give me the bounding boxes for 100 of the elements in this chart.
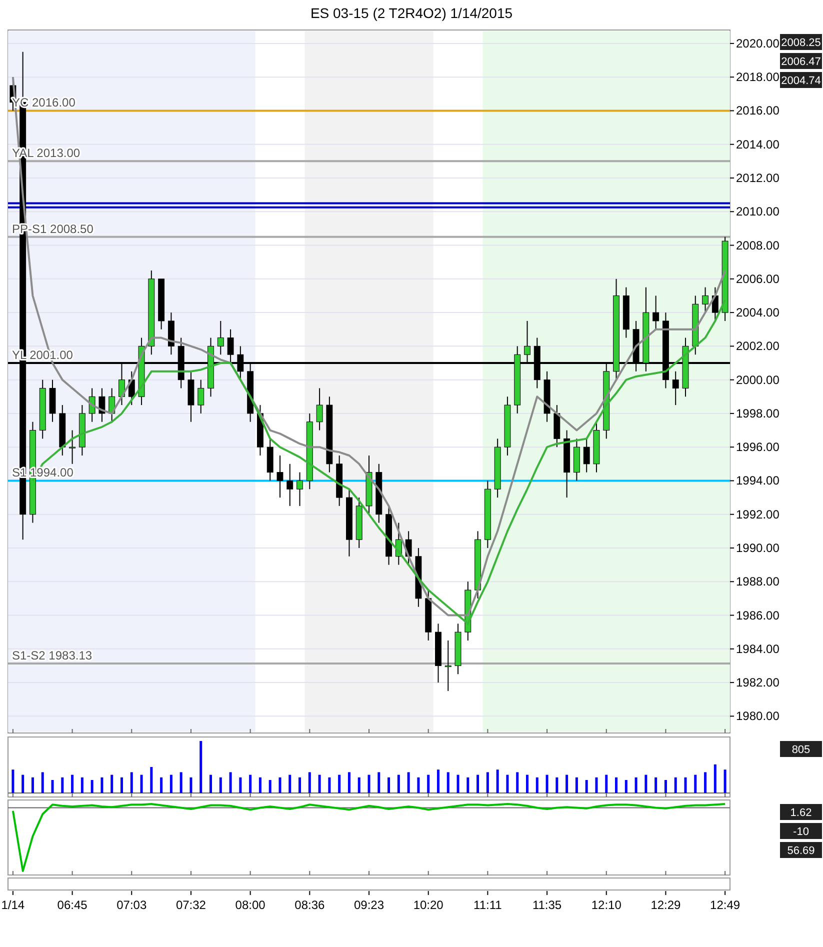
bar bbox=[90, 780, 94, 793]
bar bbox=[140, 774, 143, 793]
bar bbox=[278, 777, 282, 793]
bar bbox=[446, 772, 450, 793]
candlestick bbox=[227, 328, 234, 364]
bar bbox=[407, 772, 410, 793]
bar bbox=[12, 770, 14, 793]
bar bbox=[714, 764, 716, 793]
ref-line-label: S1-S2 1983.13 bbox=[12, 648, 92, 663]
bar bbox=[466, 777, 470, 793]
y-tick-label: 1996.00 bbox=[736, 440, 780, 454]
bar bbox=[378, 772, 380, 793]
bar bbox=[130, 772, 133, 793]
bar bbox=[644, 774, 648, 793]
bar bbox=[615, 777, 618, 793]
bar bbox=[308, 772, 311, 793]
bar bbox=[298, 777, 302, 793]
bar bbox=[566, 774, 568, 793]
bar bbox=[624, 780, 628, 793]
y-tick-label: 2018.00 bbox=[736, 70, 780, 84]
y-tick-label: 2020.00 bbox=[736, 36, 780, 50]
y-tick-label: 1998.00 bbox=[736, 406, 780, 420]
y-tick-label: 1990.00 bbox=[736, 541, 780, 555]
bar bbox=[180, 772, 182, 793]
bar bbox=[249, 774, 252, 793]
y-tick-label: 2004.00 bbox=[736, 306, 780, 320]
bar bbox=[436, 770, 440, 793]
line-series bbox=[32, 299, 726, 625]
x-tick-label: 1/14 bbox=[1, 898, 25, 912]
y-tick-label: 2000.00 bbox=[736, 372, 780, 387]
y-tick-label: 2002.00 bbox=[736, 339, 780, 354]
text: 2008.25 bbox=[781, 37, 821, 49]
bar bbox=[288, 774, 292, 793]
candlestick bbox=[286, 463, 294, 506]
bar bbox=[22, 774, 24, 793]
x-tick-label: 08:00 bbox=[235, 898, 266, 912]
candlestick bbox=[217, 320, 224, 356]
candlestick bbox=[444, 640, 452, 692]
bar bbox=[417, 777, 420, 793]
text: 2006.47 bbox=[781, 56, 821, 68]
bar bbox=[41, 772, 44, 793]
bar bbox=[170, 774, 172, 793]
bar bbox=[318, 774, 321, 793]
candlestick bbox=[672, 370, 679, 406]
y-tick-label: 2012.00 bbox=[736, 171, 780, 185]
y-tick-label: 2008.00 bbox=[736, 238, 780, 252]
bar bbox=[328, 777, 331, 793]
text: 56.69 bbox=[787, 845, 815, 857]
x-tick-label: 12:29 bbox=[650, 898, 682, 912]
bar bbox=[427, 774, 430, 793]
x-tick-label: 06:45 bbox=[57, 898, 88, 912]
bar bbox=[516, 772, 519, 793]
bar bbox=[200, 741, 202, 793]
y-tick-label: 1984.00 bbox=[736, 642, 780, 656]
bar bbox=[397, 774, 400, 793]
candlestick bbox=[276, 455, 284, 498]
candlestick bbox=[69, 430, 76, 464]
text: 1.62 bbox=[790, 807, 812, 819]
y-tick-label: 2016.00 bbox=[736, 104, 780, 118]
candlestick bbox=[316, 388, 323, 431]
bar bbox=[456, 774, 460, 793]
bar bbox=[664, 780, 667, 793]
x-tick-label: 11:35 bbox=[532, 898, 562, 912]
x-tick-label: 08:36 bbox=[294, 898, 325, 912]
bar bbox=[348, 772, 350, 793]
bar bbox=[556, 777, 558, 793]
bar bbox=[585, 780, 588, 793]
bar bbox=[31, 777, 34, 793]
x-tick-label: 07:32 bbox=[176, 898, 206, 912]
bar bbox=[526, 774, 528, 793]
bar bbox=[388, 777, 390, 793]
bar bbox=[486, 772, 489, 793]
bar bbox=[268, 780, 272, 793]
bar bbox=[476, 774, 480, 793]
bar bbox=[694, 774, 697, 793]
bar bbox=[506, 774, 509, 793]
bar bbox=[190, 777, 192, 793]
bar bbox=[704, 772, 707, 793]
bar bbox=[605, 774, 608, 793]
bar bbox=[51, 780, 54, 793]
bar bbox=[546, 774, 548, 793]
bar bbox=[100, 777, 104, 793]
bar bbox=[61, 777, 64, 793]
candlestick bbox=[198, 379, 204, 414]
text: 805 bbox=[792, 744, 810, 756]
x-tick-label: 11:11 bbox=[474, 898, 502, 912]
bar bbox=[120, 777, 123, 793]
x-tick-label: 07:03 bbox=[116, 898, 147, 912]
bar bbox=[160, 777, 163, 793]
bar bbox=[258, 777, 262, 793]
ref-line-label: YC 2016.00 bbox=[12, 96, 76, 110]
bar bbox=[338, 774, 341, 793]
line-series bbox=[12, 76, 726, 616]
x-tick-label: 10:20 bbox=[413, 898, 444, 912]
candlestick bbox=[583, 438, 590, 473]
bar bbox=[634, 777, 638, 793]
candlestick bbox=[712, 286, 718, 322]
x-tick-label: 09:23 bbox=[354, 898, 384, 912]
bar bbox=[684, 777, 687, 793]
y-tick-label: 2006.00 bbox=[736, 272, 780, 286]
